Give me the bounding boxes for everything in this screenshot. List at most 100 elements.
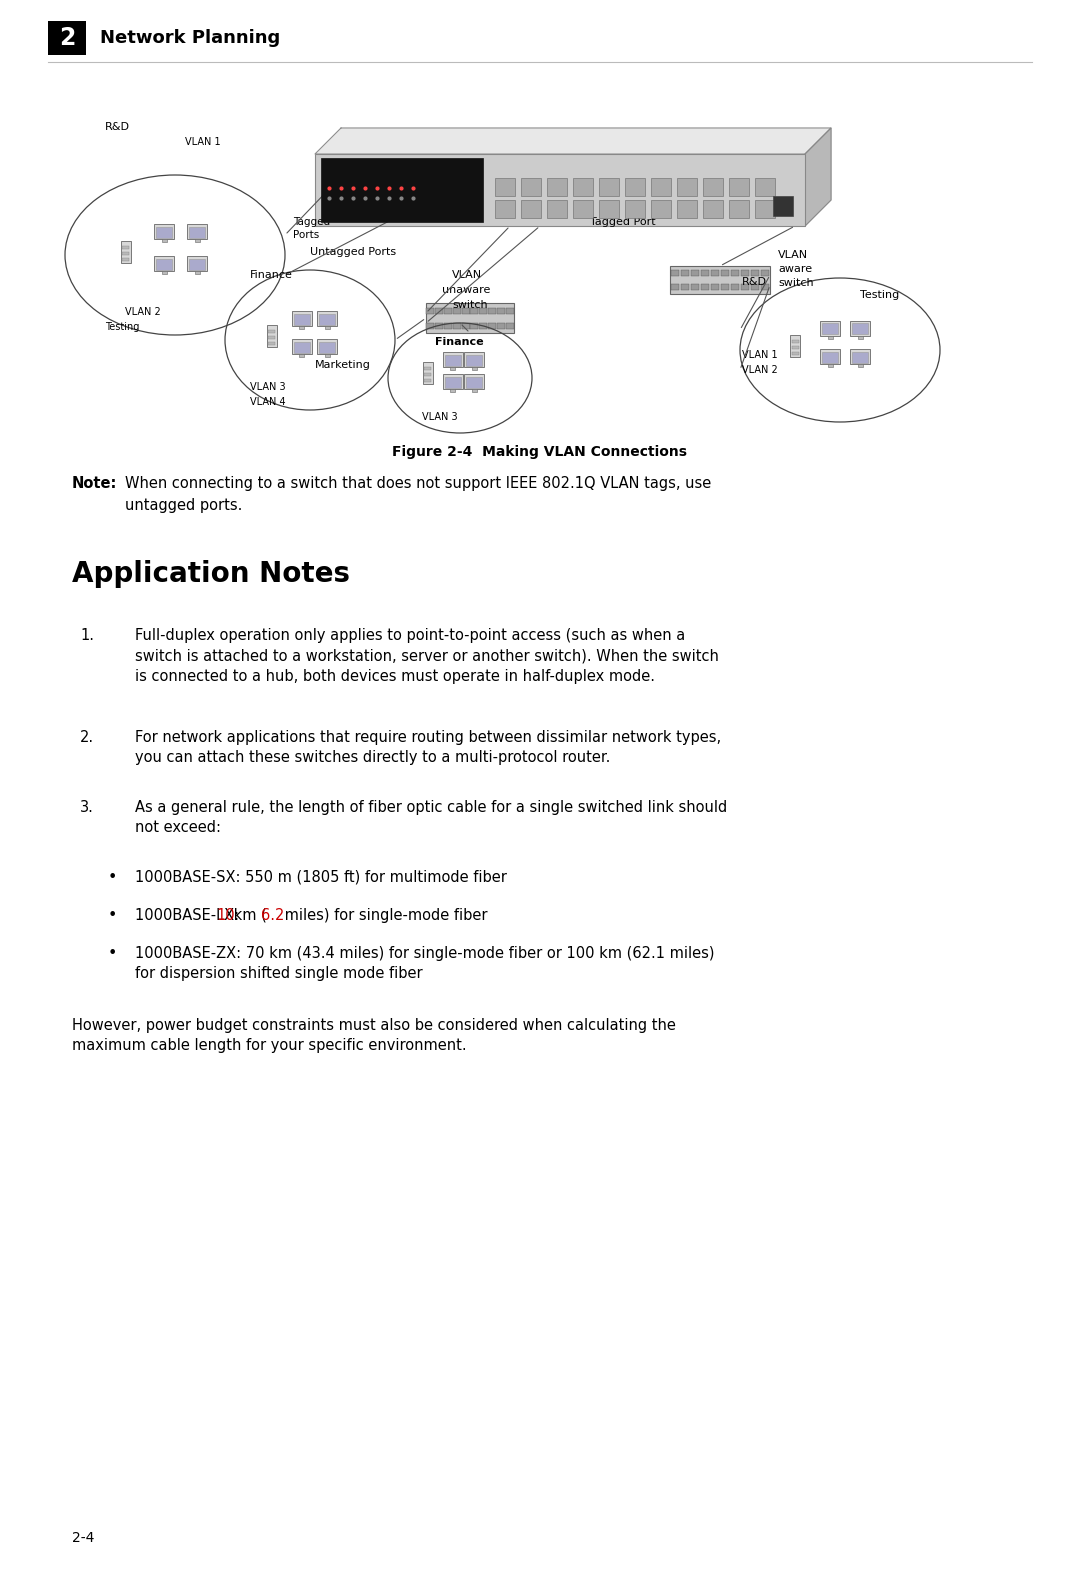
FancyBboxPatch shape (701, 270, 708, 276)
FancyBboxPatch shape (751, 284, 759, 290)
FancyBboxPatch shape (162, 272, 166, 275)
FancyBboxPatch shape (681, 270, 689, 276)
Text: Finance: Finance (435, 338, 484, 347)
FancyBboxPatch shape (751, 270, 759, 276)
FancyBboxPatch shape (495, 177, 515, 196)
Text: R&D: R&D (742, 276, 767, 287)
FancyBboxPatch shape (464, 352, 485, 367)
FancyBboxPatch shape (852, 352, 868, 363)
FancyBboxPatch shape (858, 364, 863, 367)
FancyBboxPatch shape (299, 327, 303, 330)
Text: VLAN 3: VLAN 3 (249, 382, 285, 392)
FancyBboxPatch shape (122, 253, 129, 254)
FancyBboxPatch shape (495, 199, 515, 218)
FancyBboxPatch shape (721, 270, 729, 276)
FancyBboxPatch shape (464, 374, 485, 389)
FancyBboxPatch shape (122, 257, 129, 261)
FancyBboxPatch shape (443, 374, 463, 389)
FancyBboxPatch shape (703, 199, 723, 218)
Text: unaware: unaware (442, 286, 490, 295)
FancyBboxPatch shape (319, 342, 335, 353)
FancyBboxPatch shape (444, 322, 453, 328)
FancyBboxPatch shape (729, 177, 748, 196)
FancyBboxPatch shape (480, 322, 487, 328)
Text: However, power budget constraints must also be considered when calculating the
m: However, power budget constraints must a… (72, 1017, 676, 1053)
FancyBboxPatch shape (156, 226, 172, 237)
FancyBboxPatch shape (546, 199, 567, 218)
FancyBboxPatch shape (822, 323, 838, 334)
FancyBboxPatch shape (691, 284, 699, 290)
FancyBboxPatch shape (453, 322, 461, 328)
FancyBboxPatch shape (453, 308, 461, 314)
FancyBboxPatch shape (268, 330, 275, 333)
FancyBboxPatch shape (741, 270, 750, 276)
FancyBboxPatch shape (650, 199, 671, 218)
FancyBboxPatch shape (426, 303, 514, 333)
Text: km (: km ( (229, 907, 268, 923)
Text: VLAN 1: VLAN 1 (742, 350, 778, 360)
FancyBboxPatch shape (677, 199, 697, 218)
Text: 2-4: 2-4 (72, 1531, 94, 1545)
Text: Full-duplex operation only applies to point-to-point access (such as when a
swit: Full-duplex operation only applies to po… (135, 628, 719, 685)
FancyBboxPatch shape (121, 242, 131, 264)
Text: 10: 10 (217, 907, 235, 923)
FancyBboxPatch shape (792, 347, 798, 349)
Polygon shape (805, 129, 831, 226)
FancyBboxPatch shape (445, 355, 461, 366)
FancyBboxPatch shape (497, 308, 504, 314)
Text: 2.: 2. (80, 730, 94, 746)
FancyBboxPatch shape (467, 355, 483, 366)
Text: 1000BASE-SX: 550 m (1805 ft) for multimode fiber: 1000BASE-SX: 550 m (1805 ft) for multimo… (135, 870, 507, 885)
FancyBboxPatch shape (467, 377, 483, 388)
FancyBboxPatch shape (773, 196, 793, 217)
FancyBboxPatch shape (850, 350, 870, 364)
Text: R&D: R&D (105, 122, 130, 132)
FancyBboxPatch shape (472, 367, 477, 371)
FancyBboxPatch shape (427, 308, 434, 314)
Text: 3.: 3. (80, 801, 94, 815)
FancyBboxPatch shape (822, 352, 838, 363)
Text: As a general rule, the length of fiber optic cable for a single switched link sh: As a general rule, the length of fiber o… (135, 801, 727, 835)
FancyBboxPatch shape (677, 177, 697, 196)
FancyBboxPatch shape (650, 177, 671, 196)
Text: 1.: 1. (80, 628, 94, 644)
FancyBboxPatch shape (294, 314, 310, 325)
FancyBboxPatch shape (461, 308, 470, 314)
FancyBboxPatch shape (189, 226, 205, 237)
FancyBboxPatch shape (471, 308, 478, 314)
FancyBboxPatch shape (154, 256, 174, 272)
FancyBboxPatch shape (721, 284, 729, 290)
FancyBboxPatch shape (497, 322, 504, 328)
FancyBboxPatch shape (858, 336, 863, 339)
Text: •: • (108, 870, 118, 885)
FancyBboxPatch shape (435, 322, 443, 328)
FancyBboxPatch shape (729, 199, 748, 218)
Text: When connecting to a switch that does not support IEEE 802.1Q VLAN tags, use: When connecting to a switch that does no… (125, 476, 712, 491)
FancyBboxPatch shape (820, 350, 840, 364)
FancyBboxPatch shape (187, 256, 207, 272)
FancyBboxPatch shape (189, 259, 205, 270)
FancyBboxPatch shape (703, 177, 723, 196)
FancyBboxPatch shape (789, 336, 800, 358)
FancyBboxPatch shape (624, 199, 645, 218)
FancyBboxPatch shape (755, 177, 774, 196)
Text: Tagged: Tagged (293, 217, 330, 228)
FancyBboxPatch shape (268, 336, 275, 339)
Text: 1000BASE-LX:: 1000BASE-LX: (135, 907, 244, 923)
FancyBboxPatch shape (48, 20, 86, 55)
Text: Figure 2-4  Making VLAN Connections: Figure 2-4 Making VLAN Connections (392, 444, 688, 458)
FancyBboxPatch shape (292, 311, 311, 327)
FancyBboxPatch shape (194, 239, 200, 242)
FancyBboxPatch shape (792, 352, 798, 355)
FancyBboxPatch shape (450, 389, 456, 392)
FancyBboxPatch shape (294, 342, 310, 353)
FancyBboxPatch shape (427, 322, 434, 328)
FancyBboxPatch shape (852, 323, 868, 334)
Text: •: • (108, 947, 118, 961)
FancyBboxPatch shape (701, 284, 708, 290)
Text: Marketing: Marketing (315, 360, 370, 371)
FancyBboxPatch shape (162, 239, 166, 242)
FancyBboxPatch shape (598, 177, 619, 196)
FancyBboxPatch shape (450, 367, 456, 371)
FancyBboxPatch shape (315, 154, 805, 226)
